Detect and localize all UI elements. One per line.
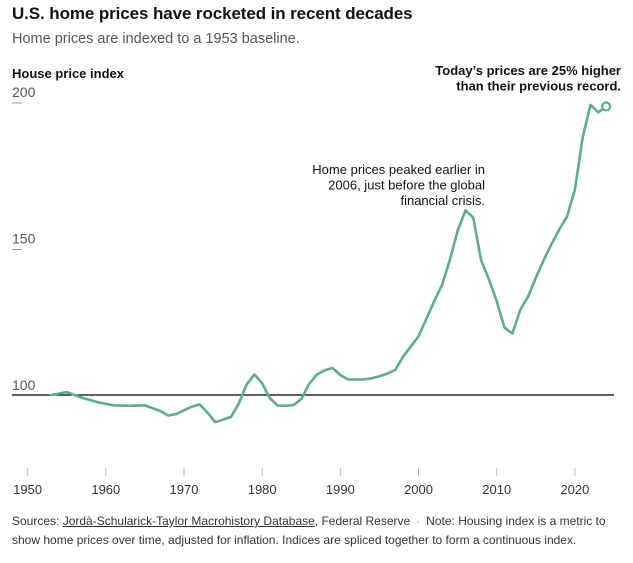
x-tick-label: 2010 <box>482 482 511 497</box>
annotation-peak-line: 2006, just before the global <box>328 178 485 193</box>
sources-prefix: Sources: <box>12 514 60 528</box>
y-tick-label: 100 <box>12 377 36 393</box>
chart-footer: Sources: Jordà-Schularick-Taylor Macrohi… <box>12 512 622 550</box>
y-tick-label: 200 <box>12 84 36 100</box>
line-chart: 100 150 200 1950 1960 1970 1980 1990 2000 2010 20… <box>12 63 621 497</box>
footer-note: Note: Housing index is a metric to show … <box>12 514 606 547</box>
chart-subtitle: Home prices are indexed to a 1953 baseli… <box>12 31 300 47</box>
x-tick-label: 2020 <box>560 482 589 497</box>
y-axis-label: House price index <box>12 66 124 81</box>
x-tick-label: 1970 <box>170 482 199 497</box>
x-tick-label: 1980 <box>248 482 277 497</box>
x-axis-ticks: 1950 1960 1970 1980 1990 2000 2010 2020 <box>13 468 589 497</box>
annotation-record-line: than their previous record. <box>456 79 621 94</box>
x-tick-label: 1960 <box>91 482 120 497</box>
series-layer <box>49 101 612 424</box>
latest-point-marker <box>601 101 612 112</box>
y-tick-label: 150 <box>12 231 36 247</box>
annotation-peak-line: Home prices peaked earlier in <box>312 162 485 177</box>
source-rest: , Federal Reserve <box>314 514 411 528</box>
annotation-peak-line: financial crisis. <box>400 193 485 208</box>
x-tick-label: 1990 <box>326 482 355 497</box>
annotation-record-line: Today’s prices are 25% higher <box>435 63 621 78</box>
footer-separator: · <box>416 514 421 528</box>
chart-title: U.S. home prices have rocketed in recent… <box>12 4 413 23</box>
x-tick-label: 1950 <box>13 482 42 497</box>
series-line <box>49 103 608 424</box>
y-axis-ticks: 100 150 200 <box>12 84 36 393</box>
x-tick-label: 2000 <box>404 482 433 497</box>
source-link[interactable]: Jordà-Schularick-Taylor Macrohistory Dat… <box>62 514 315 528</box>
